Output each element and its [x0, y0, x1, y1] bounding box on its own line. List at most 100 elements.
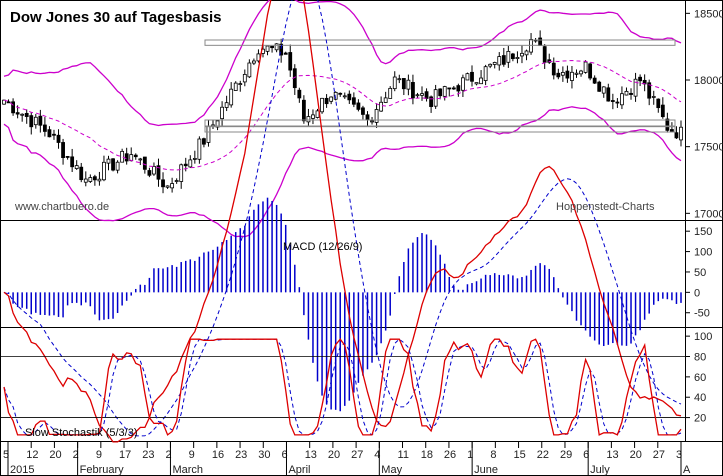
stoch-tick-label: 60	[694, 372, 706, 384]
x-day-label: 9	[189, 449, 195, 461]
candle-down	[615, 101, 620, 104]
candle-up	[465, 73, 470, 81]
candle-down	[670, 129, 674, 132]
price-tick-label: 17500	[694, 142, 723, 154]
candle-up	[374, 109, 379, 123]
candle-up	[2, 99, 6, 105]
candle-up	[624, 90, 629, 96]
x-day-label: 8	[490, 449, 496, 461]
candle-up	[106, 158, 111, 164]
candle-down	[270, 45, 274, 49]
candle-up	[570, 71, 574, 81]
candle-down	[133, 154, 138, 158]
candle-up	[165, 185, 170, 188]
x-day-label: 15	[514, 449, 526, 461]
chart-title: Dow Jones 30 auf Tagesbasis	[10, 9, 221, 26]
candle-down	[142, 156, 147, 170]
candle-down	[665, 118, 670, 131]
candle-down	[401, 78, 406, 90]
candle-up	[492, 62, 497, 65]
candle-down	[15, 112, 20, 115]
candle-up	[238, 83, 243, 86]
moving-average	[3, 59, 682, 171]
stoch-tick-label: 100	[694, 331, 712, 343]
candle-down	[538, 37, 543, 47]
resistance-zone	[204, 39, 676, 46]
x-day-label: 20	[328, 449, 340, 461]
candle-up	[192, 157, 197, 160]
candle-down	[674, 132, 679, 139]
x-month-label: 2015	[10, 464, 34, 476]
candle-down	[6, 101, 11, 104]
x-month-label: A	[683, 464, 691, 476]
x-day-label: 2	[165, 449, 171, 461]
candle-up	[242, 74, 247, 83]
macd-histogram	[7, 197, 682, 412]
x-day-label: 30	[258, 449, 270, 461]
price-tick-label: 18500	[694, 8, 723, 20]
x-day-label: 9	[96, 449, 102, 461]
candle-down	[283, 52, 288, 55]
candle-up	[188, 159, 193, 168]
x-month-label: May	[381, 464, 402, 476]
candle-up	[497, 56, 502, 66]
x-day-label: 3	[676, 449, 682, 461]
candle-up	[179, 164, 184, 182]
price-tick-label: 18000	[694, 75, 723, 87]
candle-up	[633, 78, 638, 97]
candle-up	[274, 43, 279, 51]
candle-up	[251, 60, 256, 64]
watermark-left: www.chartbuero.de	[14, 201, 109, 213]
candle-down	[156, 165, 161, 180]
candle-down	[365, 114, 370, 120]
x-day-label: 22	[537, 449, 549, 461]
candle-down	[588, 63, 593, 79]
x-day-label: 11	[398, 449, 409, 461]
candle-down	[606, 87, 611, 102]
stochastic-panel: 100 80 60 40 20	[0, 331, 712, 436]
candle-up	[601, 86, 606, 94]
x-day-label: 23	[142, 449, 154, 461]
candle-up	[442, 86, 447, 97]
x-day-label: 13	[606, 449, 618, 461]
candle-down	[92, 176, 97, 181]
candle-down	[279, 43, 284, 56]
x-day-label: 6	[281, 449, 287, 461]
x-day-label: 17	[119, 449, 131, 461]
candle-down	[38, 115, 43, 126]
x-month-label: April	[288, 464, 310, 476]
stoch-k-line	[3, 338, 682, 436]
price-panel: 18500 18000 17500 17000	[2, 0, 723, 238]
candle-up	[583, 61, 588, 73]
x-day-label: 18	[421, 449, 433, 461]
candle-up	[265, 45, 270, 52]
candle-up	[461, 77, 465, 91]
candle-up	[415, 94, 420, 97]
candle-down	[11, 101, 15, 114]
x-month-label: February	[80, 464, 125, 476]
candle-down	[356, 102, 361, 110]
candle-up	[311, 114, 315, 119]
candle-down	[61, 142, 65, 159]
x-day-label: 23	[235, 449, 247, 461]
candle-up	[20, 113, 25, 116]
candle-down	[556, 72, 561, 78]
candles	[2, 30, 683, 194]
support-zone	[204, 126, 676, 133]
candle-down	[597, 81, 602, 92]
candle-down	[65, 156, 70, 158]
candle-down	[510, 53, 515, 60]
x-month-label: July	[590, 464, 610, 476]
candle-down	[656, 98, 661, 109]
candle-down	[660, 104, 665, 118]
candle-up	[97, 178, 102, 182]
bollinger-lower	[3, 106, 682, 238]
candle-down	[501, 55, 506, 65]
price-tick-label: 17000	[694, 208, 723, 220]
candle-up	[315, 110, 320, 118]
macd-title: MACD (12/26/9)	[283, 241, 362, 253]
candle-up	[388, 87, 393, 99]
candle-up	[574, 72, 579, 75]
